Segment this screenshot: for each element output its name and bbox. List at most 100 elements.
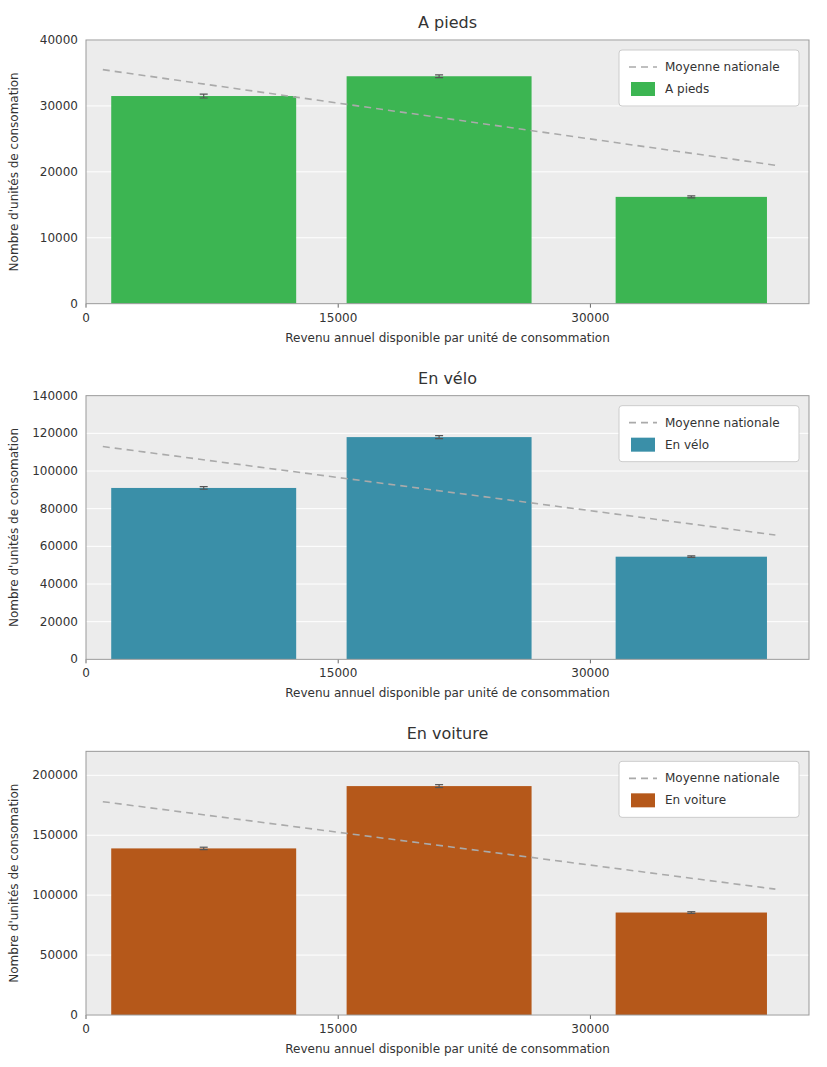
bar <box>347 437 532 659</box>
error-bar <box>200 847 208 849</box>
x-tick <box>338 1015 339 1019</box>
x-tick-label: 0 <box>82 311 90 325</box>
error-bar <box>687 556 695 558</box>
y-tick-label: 120000 <box>32 426 78 440</box>
x-tick <box>86 659 87 663</box>
x-tick-label: 15000 <box>319 666 357 680</box>
y-axis-label: Nombre d'unités de consomation <box>7 72 21 271</box>
error-cap <box>435 435 443 436</box>
y-axis-label: Nombre d'unités de consomation <box>7 428 21 627</box>
legend-label: Moyenne nationale <box>665 771 780 785</box>
legend-box <box>619 50 799 106</box>
trend-line <box>103 70 776 166</box>
y-tick-label: 50000 <box>40 948 78 962</box>
legend-swatch <box>631 438 655 452</box>
plot-frame <box>86 396 809 660</box>
chart-title: A pieds <box>418 13 477 32</box>
error-bar <box>687 196 695 198</box>
bar <box>111 848 296 1015</box>
marks <box>103 785 776 1015</box>
error-cap <box>687 911 695 912</box>
plot-background <box>86 396 809 660</box>
x-tick-label: 0 <box>82 666 90 680</box>
legend-swatch <box>631 793 655 807</box>
y-tick-label: 150000 <box>32 828 78 842</box>
error-cap <box>435 787 443 788</box>
y-tick-label: 80000 <box>40 502 78 516</box>
y-tick-label: 40000 <box>40 33 78 47</box>
error-cap <box>435 77 443 78</box>
y-tick-label: 140000 <box>32 389 78 403</box>
error-bar <box>435 436 443 439</box>
x-axis-label: Revenu annuel disponible par unité de co… <box>285 686 609 700</box>
bar <box>347 786 532 1015</box>
error-cap <box>687 555 695 556</box>
legend-box <box>619 406 799 462</box>
y-tick-label: 100000 <box>32 888 78 902</box>
x-tick <box>86 304 87 308</box>
legend-label: Moyenne nationale <box>665 416 780 430</box>
legend-swatch <box>629 422 657 424</box>
y-tick-label: 30000 <box>40 99 78 113</box>
y-tick-label: 200000 <box>32 768 78 782</box>
error-cap <box>687 197 695 198</box>
y-tick-label: 100000 <box>32 464 78 478</box>
y-tick-label: 0 <box>70 297 78 311</box>
error-bar <box>435 75 443 78</box>
x-tick-label: 0 <box>82 1022 90 1036</box>
plot-frame <box>86 40 809 304</box>
bar <box>111 96 296 304</box>
legend-label: A pieds <box>665 82 709 96</box>
marks <box>103 436 776 660</box>
y-tick-label: 60000 <box>40 539 78 553</box>
x-tick <box>86 1015 87 1019</box>
panel: 0 50000 100000 150000 200000 0 15000 30000 En vo… <box>7 724 809 1056</box>
error-cap <box>200 489 208 490</box>
y-tick-label: 40000 <box>40 577 78 591</box>
x-tick-label: 15000 <box>319 311 357 325</box>
y-axis-label: Nombre d'unités de consomation <box>7 784 21 983</box>
error-cap <box>687 195 695 196</box>
legend-swatch <box>631 82 655 96</box>
chart-title: En vélo <box>418 369 477 388</box>
x-axis-label: Revenu annuel disponible par unité de co… <box>285 1042 609 1056</box>
x-tick-label: 30000 <box>571 311 609 325</box>
legend: Moyenne nationaleEn vélo <box>619 406 799 462</box>
y-tick-label: 0 <box>70 652 78 666</box>
x-tick <box>338 659 339 663</box>
bar <box>111 488 296 659</box>
bar <box>616 913 767 1015</box>
y-tick-label: 20000 <box>40 165 78 179</box>
error-bar <box>687 912 695 914</box>
error-cap <box>200 93 208 94</box>
error-bar <box>200 94 208 98</box>
error-cap <box>687 913 695 914</box>
panel: 01000020000300004000001500030000A piedsR… <box>7 13 809 345</box>
plot-background <box>86 40 809 304</box>
legend-box <box>619 761 799 817</box>
error-cap <box>435 784 443 785</box>
x-tick-label: 15000 <box>319 1022 357 1036</box>
error-cap <box>200 97 208 98</box>
y-tick-label: 20000 <box>40 615 78 629</box>
error-bar <box>200 487 208 490</box>
plot-background <box>86 751 809 1015</box>
legend-swatch <box>629 66 657 68</box>
x-tick-label: 30000 <box>571 666 609 680</box>
bar <box>616 197 767 304</box>
x-tick <box>590 1015 591 1019</box>
bar <box>616 557 767 660</box>
error-cap <box>435 74 443 75</box>
legend-swatch <box>629 778 657 780</box>
figure: 01000020000300004000001500030000A piedsR… <box>0 0 827 1067</box>
legend: Moyenne nationale En voiture <box>619 761 799 817</box>
x-tick <box>590 659 591 663</box>
legend-label: En voiture <box>665 793 726 807</box>
x-axis-label: Revenu annuel disponible par unité de co… <box>285 331 609 345</box>
error-bar <box>435 785 443 788</box>
x-tick-label: 30000 <box>571 1022 609 1036</box>
y-tick-label: 0 <box>70 1008 78 1022</box>
plot-frame <box>86 751 809 1015</box>
legend-label: Moyenne nationale <box>665 60 780 74</box>
error-cap <box>200 847 208 848</box>
